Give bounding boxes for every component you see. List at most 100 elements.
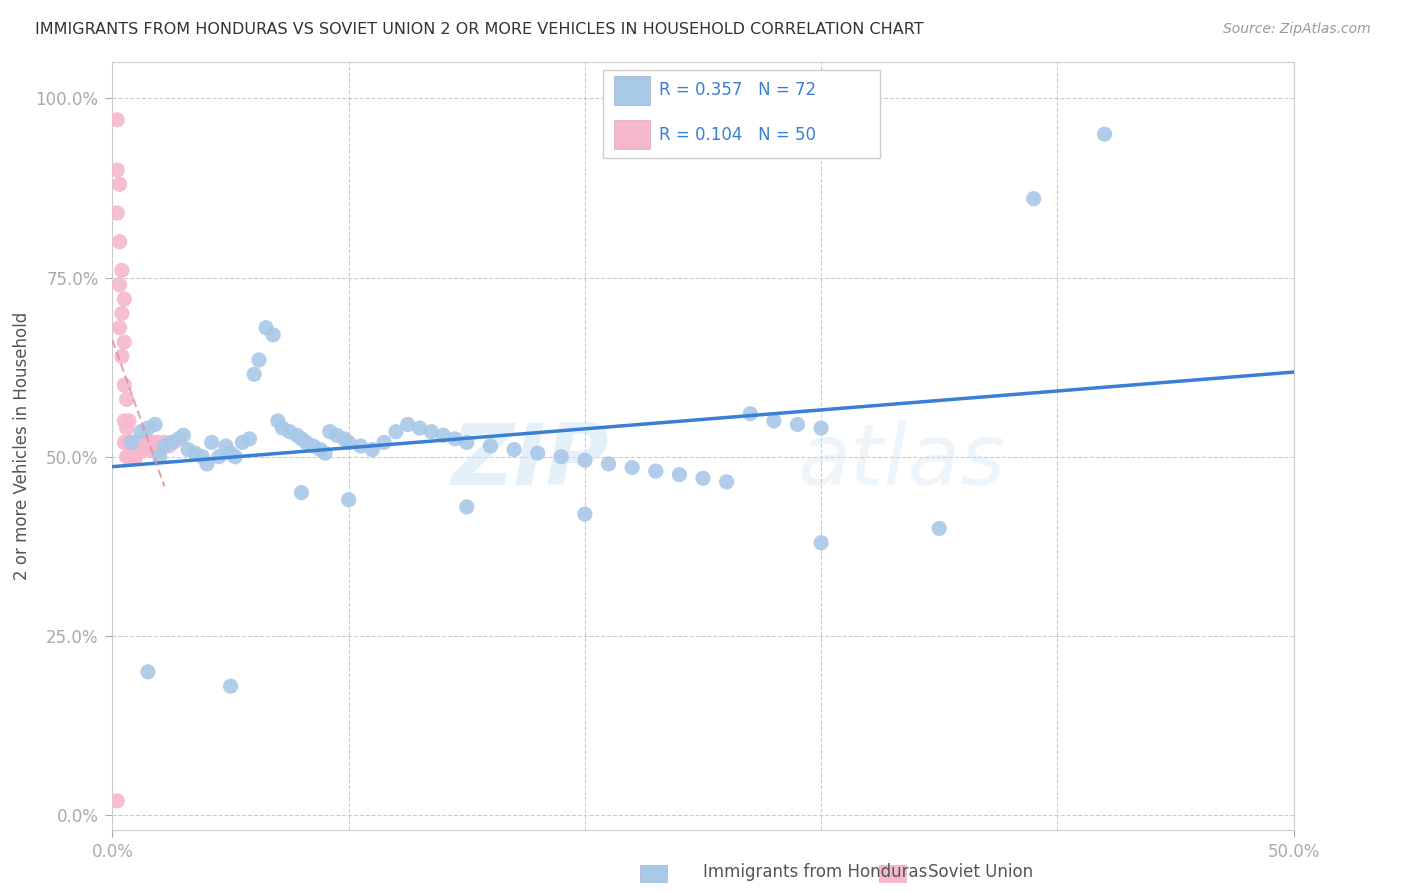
Point — [139, 442, 162, 457]
Point — [432, 428, 454, 442]
Point — [224, 450, 246, 464]
Point — [112, 435, 135, 450]
Point — [120, 450, 142, 464]
Point — [120, 435, 142, 450]
Point — [111, 263, 134, 277]
Y-axis label: 2 or more Vehicles in Household: 2 or more Vehicles in Household — [13, 312, 31, 580]
Point — [120, 435, 142, 450]
Point — [247, 353, 270, 368]
Point — [786, 417, 808, 432]
Point — [135, 435, 157, 450]
Point — [201, 435, 224, 450]
Text: Immigrants from Honduras: Immigrants from Honduras — [703, 863, 928, 881]
Point — [810, 421, 832, 435]
Point — [111, 350, 134, 364]
Point — [337, 435, 360, 450]
Point — [129, 442, 152, 457]
Point — [184, 446, 207, 460]
Point — [740, 407, 762, 421]
Point — [302, 439, 325, 453]
Point — [108, 320, 131, 334]
Point — [125, 450, 148, 464]
Point — [112, 414, 135, 428]
Point — [115, 392, 138, 407]
Point — [129, 425, 152, 439]
Point — [420, 425, 443, 439]
Point — [621, 460, 644, 475]
Point — [290, 432, 312, 446]
Point — [160, 435, 183, 450]
Point — [112, 378, 135, 392]
Point — [456, 500, 478, 514]
Point — [456, 435, 478, 450]
Point — [177, 442, 200, 457]
Point — [215, 439, 238, 453]
Point — [319, 425, 342, 439]
Point — [644, 464, 666, 478]
Point — [290, 485, 312, 500]
Point — [122, 442, 145, 457]
Point — [139, 435, 162, 450]
Point — [333, 432, 356, 446]
Point — [668, 467, 690, 482]
Text: R = 0.104   N = 50: R = 0.104 N = 50 — [659, 126, 817, 144]
Point — [692, 471, 714, 485]
Point — [191, 450, 214, 464]
Point — [928, 521, 950, 535]
Point — [208, 450, 231, 464]
Point — [598, 457, 620, 471]
Point — [574, 507, 596, 521]
Point — [444, 432, 467, 446]
Point — [1094, 127, 1116, 141]
Point — [262, 327, 284, 342]
Point — [111, 306, 134, 320]
Text: Source: ZipAtlas.com: Source: ZipAtlas.com — [1223, 22, 1371, 37]
Point — [112, 292, 135, 306]
Point — [574, 453, 596, 467]
Point — [172, 428, 194, 442]
Point — [373, 435, 395, 450]
Point — [396, 417, 419, 432]
Point — [285, 428, 308, 442]
Point — [271, 421, 294, 435]
Point — [195, 457, 218, 471]
Point — [105, 112, 128, 127]
Point — [314, 446, 336, 460]
Point — [150, 439, 173, 453]
Text: Soviet Union: Soviet Union — [928, 863, 1033, 881]
Point — [122, 435, 145, 450]
FancyBboxPatch shape — [614, 120, 650, 149]
Point — [326, 428, 349, 442]
Point — [149, 442, 172, 457]
Text: IMMIGRANTS FROM HONDURAS VS SOVIET UNION 2 OR MORE VEHICLES IN HOUSEHOLD CORRELA: IMMIGRANTS FROM HONDURAS VS SOVIET UNION… — [35, 22, 924, 37]
Point — [479, 439, 502, 453]
Point — [132, 435, 155, 450]
Point — [132, 442, 155, 457]
Point — [125, 435, 148, 450]
FancyBboxPatch shape — [614, 76, 650, 105]
Point — [122, 450, 145, 464]
Point — [108, 277, 131, 292]
Point — [127, 442, 149, 457]
Point — [143, 439, 166, 453]
Point — [1022, 192, 1045, 206]
Point — [136, 442, 159, 457]
Text: ZIP: ZIP — [451, 420, 609, 503]
Point — [120, 435, 142, 450]
Point — [349, 439, 371, 453]
Point — [238, 432, 260, 446]
Point — [254, 320, 277, 334]
Point — [118, 435, 141, 450]
Text: R = 0.357   N = 72: R = 0.357 N = 72 — [659, 81, 817, 99]
Point — [762, 414, 785, 428]
Point — [243, 368, 266, 382]
Point — [108, 235, 131, 249]
Point — [115, 421, 138, 435]
Point — [219, 446, 242, 460]
Point — [127, 435, 149, 450]
Point — [108, 178, 131, 192]
Point — [167, 432, 190, 446]
Point — [136, 439, 159, 453]
Point — [810, 536, 832, 550]
Point — [550, 450, 572, 464]
